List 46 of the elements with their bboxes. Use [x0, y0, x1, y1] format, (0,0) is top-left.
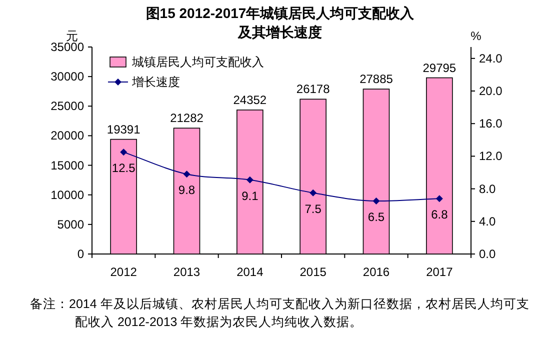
x-tick-label: 2015	[300, 265, 327, 279]
data-label: 24352	[233, 92, 267, 107]
y2-tick-label: 12.0	[479, 149, 503, 164]
x-tick-label: 2013	[173, 265, 200, 279]
data-label: 26178	[296, 82, 330, 96]
legend-label: 增长速度	[131, 75, 180, 89]
x-tick-label: 2014	[236, 265, 264, 279]
y-tick-label: 5000	[57, 217, 84, 232]
point	[120, 148, 128, 156]
y2-tick-label: 24.0	[479, 51, 503, 66]
data-label: 29795	[422, 60, 456, 75]
x-tick-label: 2016	[362, 265, 390, 279]
point	[246, 176, 254, 184]
point	[183, 170, 190, 178]
x-tick-label: 2012	[110, 265, 138, 279]
x-tick-label: 2017	[426, 265, 454, 279]
point	[372, 198, 380, 205]
y2-tick-label: 16.0	[479, 116, 503, 131]
y-tick-label: 30000	[50, 70, 84, 84]
y-tick-label: 0	[77, 247, 84, 261]
y-axis-title: 元	[66, 29, 78, 43]
data-label: 9.8	[178, 183, 196, 198]
point	[310, 189, 317, 196]
data-label: 19391	[106, 122, 141, 136]
legend-label: 城镇居民人均可支配收入	[131, 55, 264, 69]
y-tick-label: 25000	[50, 99, 84, 114]
y2-axis-title: %	[470, 29, 482, 43]
data-label: 7.5	[304, 202, 322, 216]
data-label: 6.8	[431, 208, 448, 222]
y-tick-label: 15000	[50, 158, 84, 172]
data-label: 21282	[170, 111, 204, 126]
text: 备注：2014 年及以后城镇、农村居民人均可支配收入为新口径数据，农村居民人均可支配收入 2012-2013 年数据为农民人均纯收入数据。	[30, 296, 530, 331]
y2-tick-label: 20.0	[479, 84, 503, 98]
data-label: 12.5	[112, 161, 136, 176]
point	[436, 195, 443, 202]
y2-tick-label: 4.0	[479, 214, 496, 228]
chart-title: 图15 2012-2017年城镇居民人均可支配收入	[146, 5, 416, 21]
y-tick-label: 35000	[50, 40, 84, 54]
data-label: 6.5	[368, 210, 385, 224]
y2-tick-label: 0.0	[479, 247, 496, 261]
y-tick-label: 20000	[50, 128, 84, 143]
data-label: 27885	[360, 72, 394, 86]
y2-tick-label: 8.0	[479, 182, 496, 196]
data-label: 9.1	[242, 188, 259, 203]
chart-subtitle: 及其增长速度	[237, 24, 322, 40]
y-tick-label: 10000	[50, 188, 84, 202]
